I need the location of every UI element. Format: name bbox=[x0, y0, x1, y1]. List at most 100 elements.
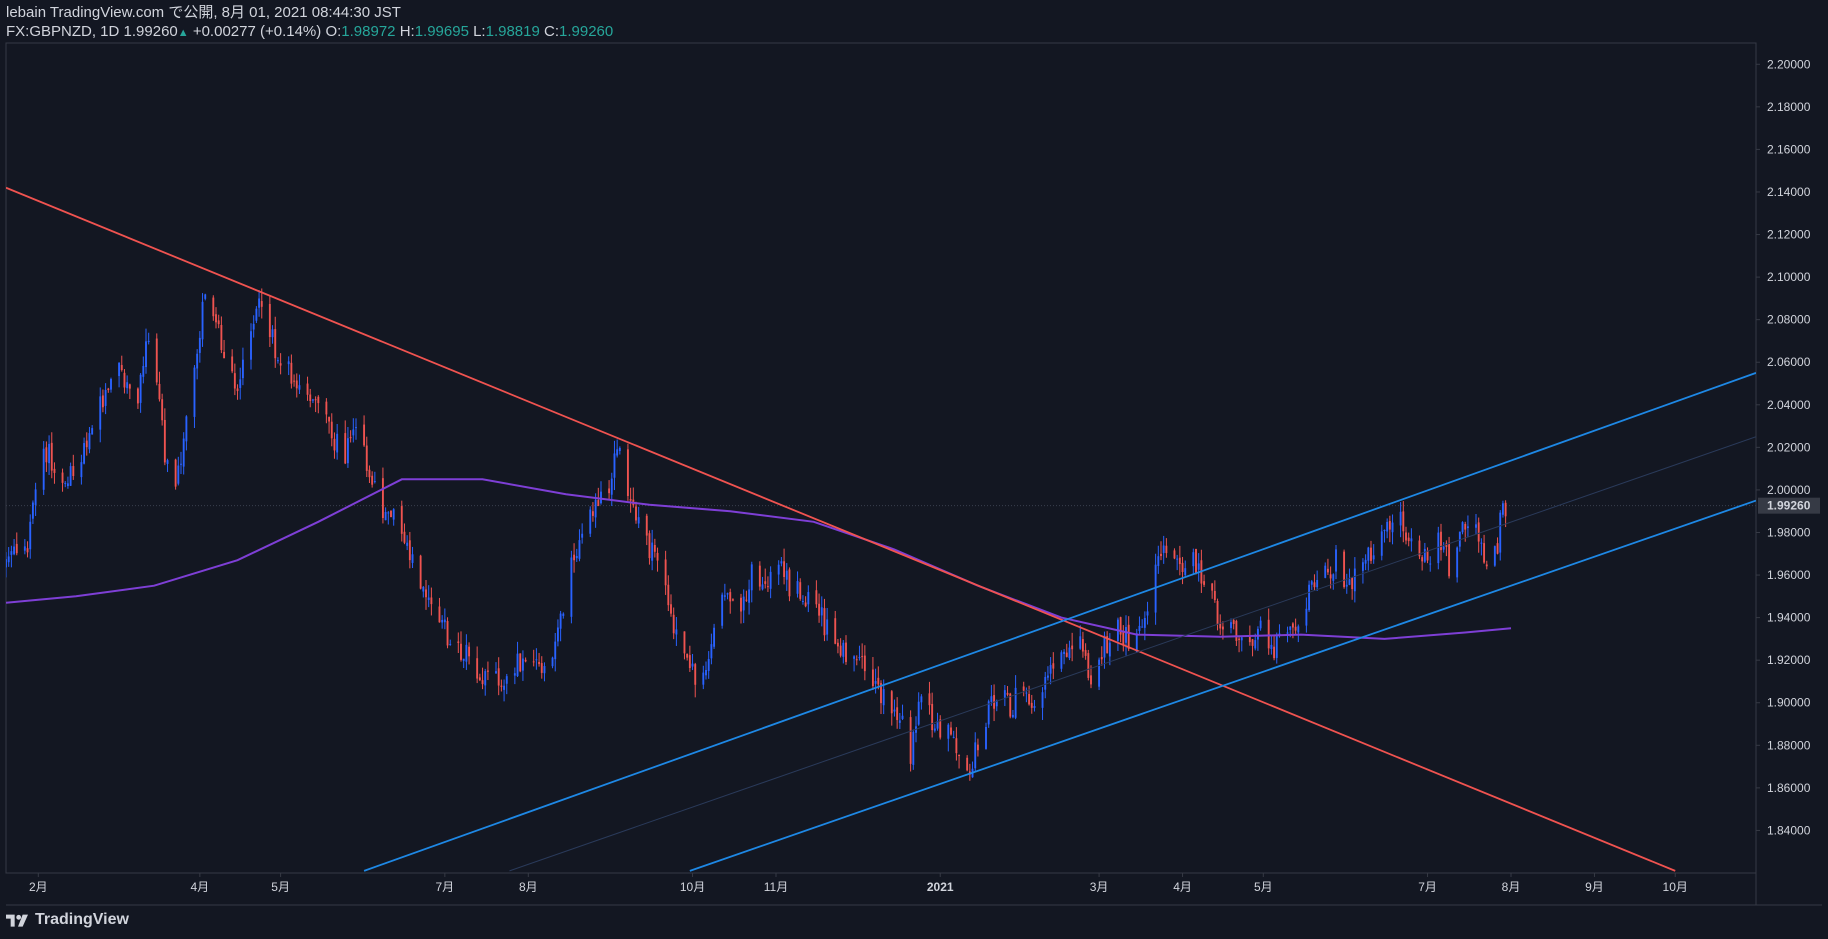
candle-body bbox=[268, 304, 271, 338]
candle bbox=[1154, 553, 1157, 625]
candle bbox=[365, 436, 368, 478]
candle-body bbox=[1326, 568, 1329, 573]
candle-body bbox=[1305, 608, 1308, 626]
candle-body bbox=[839, 645, 842, 656]
candle bbox=[177, 456, 180, 486]
candle-body bbox=[1310, 581, 1313, 585]
candle bbox=[535, 648, 538, 670]
candle-body bbox=[1383, 529, 1386, 531]
candle-body bbox=[1044, 676, 1047, 690]
candle-body bbox=[683, 631, 686, 654]
plot-area bbox=[6, 186, 1756, 872]
candle bbox=[968, 763, 971, 781]
candle bbox=[126, 375, 129, 394]
candle bbox=[748, 579, 751, 615]
candle bbox=[215, 307, 217, 329]
candle bbox=[540, 656, 543, 679]
candle-body bbox=[1332, 574, 1335, 581]
candle bbox=[142, 356, 145, 384]
candle-body bbox=[1440, 531, 1442, 551]
candle bbox=[328, 416, 331, 434]
candle bbox=[120, 355, 123, 372]
candle-body bbox=[1087, 653, 1090, 678]
candle bbox=[1466, 515, 1469, 537]
candle-body bbox=[1275, 634, 1278, 658]
y-tick-label: 2.00000 bbox=[1767, 483, 1811, 497]
candle bbox=[465, 634, 468, 670]
candle-body bbox=[815, 590, 818, 605]
candle bbox=[406, 535, 409, 551]
candle-body bbox=[104, 390, 107, 406]
candle bbox=[1106, 631, 1109, 654]
candle bbox=[1025, 687, 1028, 703]
candle-body bbox=[686, 653, 689, 658]
candle-body bbox=[352, 429, 355, 436]
candle bbox=[836, 639, 839, 654]
candle-body bbox=[613, 453, 616, 478]
candle-body bbox=[80, 462, 83, 478]
y-tick-label: 2.02000 bbox=[1767, 440, 1811, 454]
candle-body bbox=[403, 531, 406, 543]
up-arrow-icon: ▲ bbox=[177, 27, 189, 39]
candle-body bbox=[559, 613, 562, 629]
candle-body bbox=[578, 540, 581, 559]
candle-body bbox=[780, 561, 783, 564]
resistance-line bbox=[6, 186, 1676, 872]
candle bbox=[543, 662, 546, 682]
candle-body bbox=[6, 559, 7, 568]
candle bbox=[255, 306, 258, 324]
candle-body bbox=[1353, 568, 1356, 592]
candle-body bbox=[1240, 637, 1243, 641]
candle bbox=[505, 673, 508, 695]
candle-body bbox=[1071, 645, 1074, 650]
candle-body bbox=[688, 655, 691, 669]
candle-body bbox=[1456, 547, 1459, 578]
candle bbox=[441, 615, 444, 629]
channel-lower-line bbox=[689, 499, 1756, 872]
candle bbox=[293, 374, 296, 387]
candle bbox=[15, 532, 18, 556]
candle-body bbox=[457, 641, 460, 643]
candle bbox=[1211, 582, 1214, 599]
candle bbox=[1049, 657, 1052, 685]
candle bbox=[104, 383, 107, 415]
candle-body bbox=[298, 385, 301, 390]
candle bbox=[290, 354, 293, 389]
candle bbox=[1267, 608, 1270, 655]
candle bbox=[1353, 557, 1356, 603]
tradingview-footer: TradingView bbox=[6, 908, 129, 932]
candle-body bbox=[1402, 511, 1405, 532]
candle bbox=[45, 441, 48, 472]
candle bbox=[1087, 649, 1090, 681]
candle-body bbox=[589, 509, 592, 534]
y-tick-label: 2.16000 bbox=[1767, 142, 1811, 156]
candle-body bbox=[460, 643, 462, 660]
candle bbox=[764, 568, 767, 589]
candle bbox=[346, 427, 349, 468]
candle bbox=[917, 692, 920, 726]
candle bbox=[1216, 598, 1219, 631]
candle-body bbox=[874, 680, 877, 684]
candle bbox=[950, 721, 952, 736]
candle-body bbox=[1238, 638, 1241, 640]
candle-body bbox=[1216, 601, 1219, 625]
candle-body bbox=[406, 542, 409, 546]
candle-body bbox=[1361, 562, 1364, 571]
candle bbox=[1477, 517, 1480, 553]
candle-body bbox=[239, 379, 242, 388]
candle-body bbox=[1316, 579, 1319, 588]
candle bbox=[53, 462, 56, 484]
candle bbox=[1197, 553, 1200, 582]
candle-body bbox=[66, 483, 69, 486]
candle-body bbox=[834, 618, 837, 644]
x-tick-label: 11月 bbox=[764, 880, 788, 894]
candle-body bbox=[233, 373, 236, 389]
candle-body bbox=[411, 554, 414, 563]
candle bbox=[314, 396, 317, 413]
candle bbox=[600, 481, 602, 505]
candle-body bbox=[166, 460, 169, 464]
y-tick-label: 1.92000 bbox=[1767, 653, 1811, 667]
y-tick-label: 2.14000 bbox=[1767, 185, 1811, 199]
candle bbox=[1162, 535, 1165, 564]
